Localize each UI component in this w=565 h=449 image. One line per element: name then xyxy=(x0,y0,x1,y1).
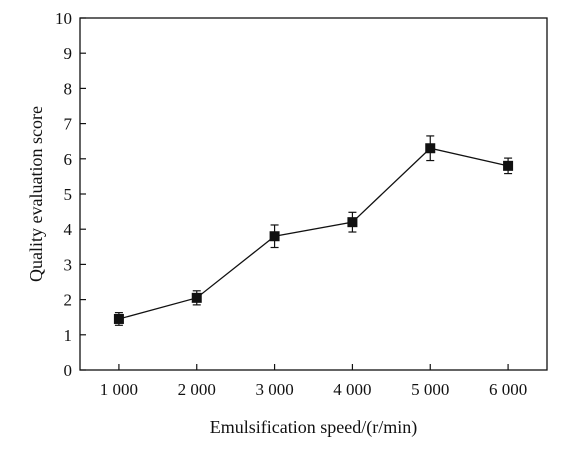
y-tick-label: 9 xyxy=(64,44,73,63)
x-tick-label: 4 000 xyxy=(333,380,371,399)
y-axis-ticks: 0 1 2 3 4 5 6 7 8 9 10 xyxy=(55,9,86,380)
series-layer xyxy=(113,135,514,326)
x-tick-label: 6 000 xyxy=(489,380,527,399)
data-point-marker xyxy=(503,160,514,171)
y-tick-label: 7 xyxy=(64,115,73,134)
series-line xyxy=(118,147,509,320)
data-point-marker xyxy=(269,231,280,242)
x-axis-ticks: 1 000 2 000 3 000 4 000 5 000 6 000 xyxy=(100,364,527,399)
x-tick-label: 1 000 xyxy=(100,380,138,399)
y-axis-title: Quality evaluation score xyxy=(26,106,46,282)
y-tick-label: 4 xyxy=(64,220,73,239)
x-tick-label: 2 000 xyxy=(178,380,216,399)
x-axis-title: Emulsification speed/(r/min) xyxy=(210,417,417,438)
plot-frame xyxy=(79,17,548,371)
y-tick-label: 2 xyxy=(64,291,73,310)
y-tick-label: 1 xyxy=(64,326,73,345)
data-point-marker xyxy=(425,143,436,154)
y-tick-label: 3 xyxy=(64,255,73,274)
data-point-marker xyxy=(191,292,202,303)
y-tick-label: 5 xyxy=(64,185,73,204)
y-tick-label: 8 xyxy=(64,79,73,98)
data-point-marker xyxy=(347,217,358,228)
x-tick-label: 5 000 xyxy=(411,380,449,399)
y-tick-label: 0 xyxy=(64,361,73,380)
data-point-marker xyxy=(113,313,124,324)
y-tick-label: 6 xyxy=(64,150,73,169)
x-tick-label: 3 000 xyxy=(255,380,293,399)
y-tick-label: 10 xyxy=(55,9,72,28)
